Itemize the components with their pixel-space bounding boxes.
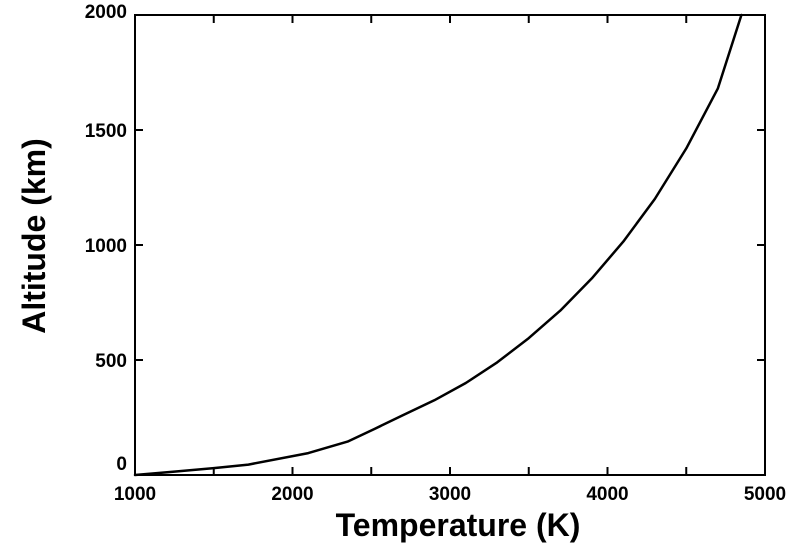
x-tick-label: 3000 xyxy=(429,484,471,505)
x-axis-title: Temperature (K) xyxy=(336,507,581,543)
plot-frame xyxy=(134,14,766,476)
y-tick-label: 2000 xyxy=(85,2,127,23)
x-tick-labels: 1000 2000 3000 4000 5000 xyxy=(114,484,786,505)
x-tick-label: 5000 xyxy=(744,484,786,505)
x-tick-label: 1000 xyxy=(114,484,156,505)
y-tick-label: 500 xyxy=(95,351,127,372)
y-tick-label: 1500 xyxy=(85,121,127,142)
y-axis-title: Altitude (km) xyxy=(16,138,52,334)
x-tick-label: 2000 xyxy=(271,484,313,505)
x-tick-label: 4000 xyxy=(586,484,628,505)
axis-ticks xyxy=(134,14,766,476)
series-line xyxy=(133,13,743,477)
y-tick-labels: 0 500 1000 1500 2000 xyxy=(85,2,127,475)
y-tick-label: 0 xyxy=(116,454,127,475)
y-tick-label: 1000 xyxy=(85,236,127,257)
